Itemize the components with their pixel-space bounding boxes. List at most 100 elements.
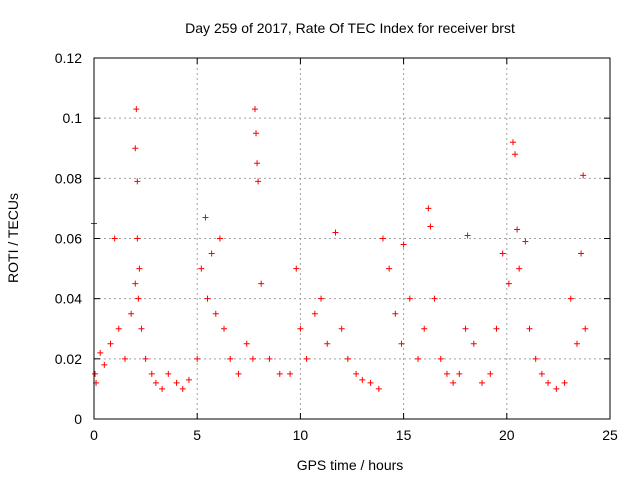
data-point (194, 355, 201, 362)
data-point (287, 370, 294, 377)
y-tick-label: 0.12 (55, 50, 82, 66)
x-tick-label: 20 (499, 427, 515, 443)
data-point (421, 325, 428, 332)
data-point (567, 295, 574, 302)
data-point (173, 379, 180, 386)
x-tick-labels: 0 5 10 15 20 25 (90, 427, 618, 443)
data-point (415, 355, 422, 362)
data-point (148, 370, 155, 377)
data-point (392, 310, 399, 317)
data-point (526, 325, 533, 332)
data-point (553, 385, 560, 392)
data-point (208, 250, 215, 257)
y-tick-label: 0.06 (55, 231, 82, 247)
data-point (344, 355, 351, 362)
data-point (165, 370, 172, 377)
data-point (431, 295, 438, 302)
data-point (573, 340, 580, 347)
data-point (367, 379, 374, 386)
data-point (532, 355, 539, 362)
data-point (216, 235, 223, 242)
data-point (136, 265, 143, 272)
data-point (179, 385, 186, 392)
data-point (142, 355, 149, 362)
data-point (450, 379, 457, 386)
data-point (185, 376, 192, 383)
data-point (324, 340, 331, 347)
data-point (379, 235, 386, 242)
data-point (133, 106, 140, 113)
data-point (456, 370, 463, 377)
data-point (132, 145, 139, 152)
data-point (514, 226, 521, 233)
x-tick-label: 0 (90, 427, 98, 443)
x-axis-label: GPS time / hours (297, 457, 404, 473)
data-point (132, 280, 139, 287)
data-point (212, 310, 219, 317)
data-point (297, 325, 304, 332)
y-tick-label: 0 (74, 411, 82, 427)
y-tick-labels: 0 0.02 0.04 0.06 0.08 0.1 0.12 (55, 50, 82, 427)
y-tick-label: 0.02 (55, 351, 82, 367)
data-point (427, 223, 434, 230)
y-axis-label: ROTI / TECUs (5, 193, 21, 283)
data-point (487, 370, 494, 377)
data-point (538, 370, 545, 377)
x-tick-label: 15 (396, 427, 412, 443)
data-point (266, 355, 273, 362)
data-point (359, 376, 366, 383)
data-point (545, 379, 552, 386)
data-point (134, 178, 141, 185)
data-point (92, 370, 99, 377)
data-point (111, 235, 118, 242)
data-point (303, 355, 310, 362)
y-tick-label: 0.04 (55, 291, 82, 307)
data-point (159, 385, 166, 392)
data-point (499, 250, 506, 257)
data-point (249, 355, 256, 362)
data-point (406, 295, 413, 302)
data-point (516, 265, 523, 272)
chart-title: Day 259 of 2017, Rate Of TEC Index for r… (185, 20, 515, 36)
data-point (293, 265, 300, 272)
data-point (582, 325, 589, 332)
data-point (221, 325, 228, 332)
data-point (107, 340, 114, 347)
data-point (138, 325, 145, 332)
data-point (97, 349, 104, 356)
data-point (204, 295, 211, 302)
grid (94, 58, 610, 419)
data-point (135, 295, 142, 302)
data-point (522, 238, 529, 245)
data-point (509, 139, 516, 146)
data-point (121, 355, 128, 362)
data-point (561, 379, 568, 386)
data-point (227, 355, 234, 362)
data-point (254, 160, 261, 167)
data-point (386, 265, 393, 272)
data-point (251, 106, 258, 113)
data-point (318, 295, 325, 302)
axis-ticks (93, 57, 611, 420)
data-point (512, 151, 519, 158)
data-point (198, 265, 205, 272)
data-points (91, 106, 589, 392)
data-point (493, 325, 500, 332)
data-point (101, 361, 108, 368)
x-tick-label: 25 (602, 427, 618, 443)
data-point (276, 370, 283, 377)
data-point (115, 325, 122, 332)
data-point (243, 340, 250, 347)
data-point (253, 130, 260, 137)
data-point (425, 205, 432, 212)
data-point (152, 379, 159, 386)
x-tick-label: 5 (193, 427, 201, 443)
data-point (255, 178, 262, 185)
data-point (437, 355, 444, 362)
data-point (580, 172, 587, 179)
data-point (202, 214, 209, 221)
y-tick-label: 0.08 (55, 170, 82, 186)
data-point (470, 340, 477, 347)
